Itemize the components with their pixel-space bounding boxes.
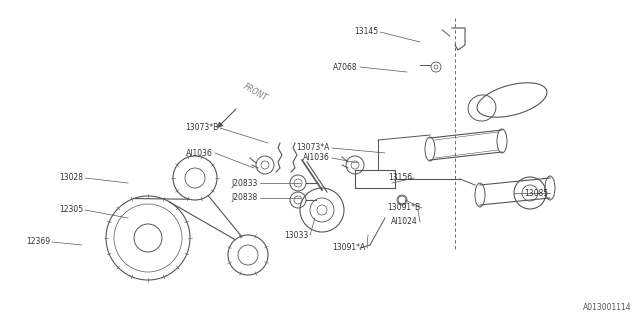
Text: AI1036: AI1036	[303, 154, 330, 163]
Text: 13091*B: 13091*B	[387, 204, 420, 212]
Text: 13028: 13028	[59, 173, 83, 182]
Text: 13073*A: 13073*A	[296, 143, 330, 153]
Text: 13033: 13033	[284, 230, 308, 239]
Text: A013001114: A013001114	[584, 303, 632, 312]
Text: J20833: J20833	[232, 179, 258, 188]
Text: 12369: 12369	[26, 237, 50, 246]
Text: 13091*A: 13091*A	[332, 244, 365, 252]
Text: 13073*B: 13073*B	[185, 124, 218, 132]
Text: AI1024: AI1024	[391, 218, 418, 227]
Text: AI1036: AI1036	[186, 148, 213, 157]
Text: J20838: J20838	[232, 194, 258, 203]
Text: 13085: 13085	[524, 188, 548, 197]
Text: FRONT: FRONT	[242, 82, 269, 103]
Text: 13156: 13156	[388, 173, 412, 182]
Text: 13145: 13145	[354, 28, 378, 36]
Text: 12305: 12305	[59, 205, 83, 214]
Text: A7068: A7068	[333, 62, 358, 71]
